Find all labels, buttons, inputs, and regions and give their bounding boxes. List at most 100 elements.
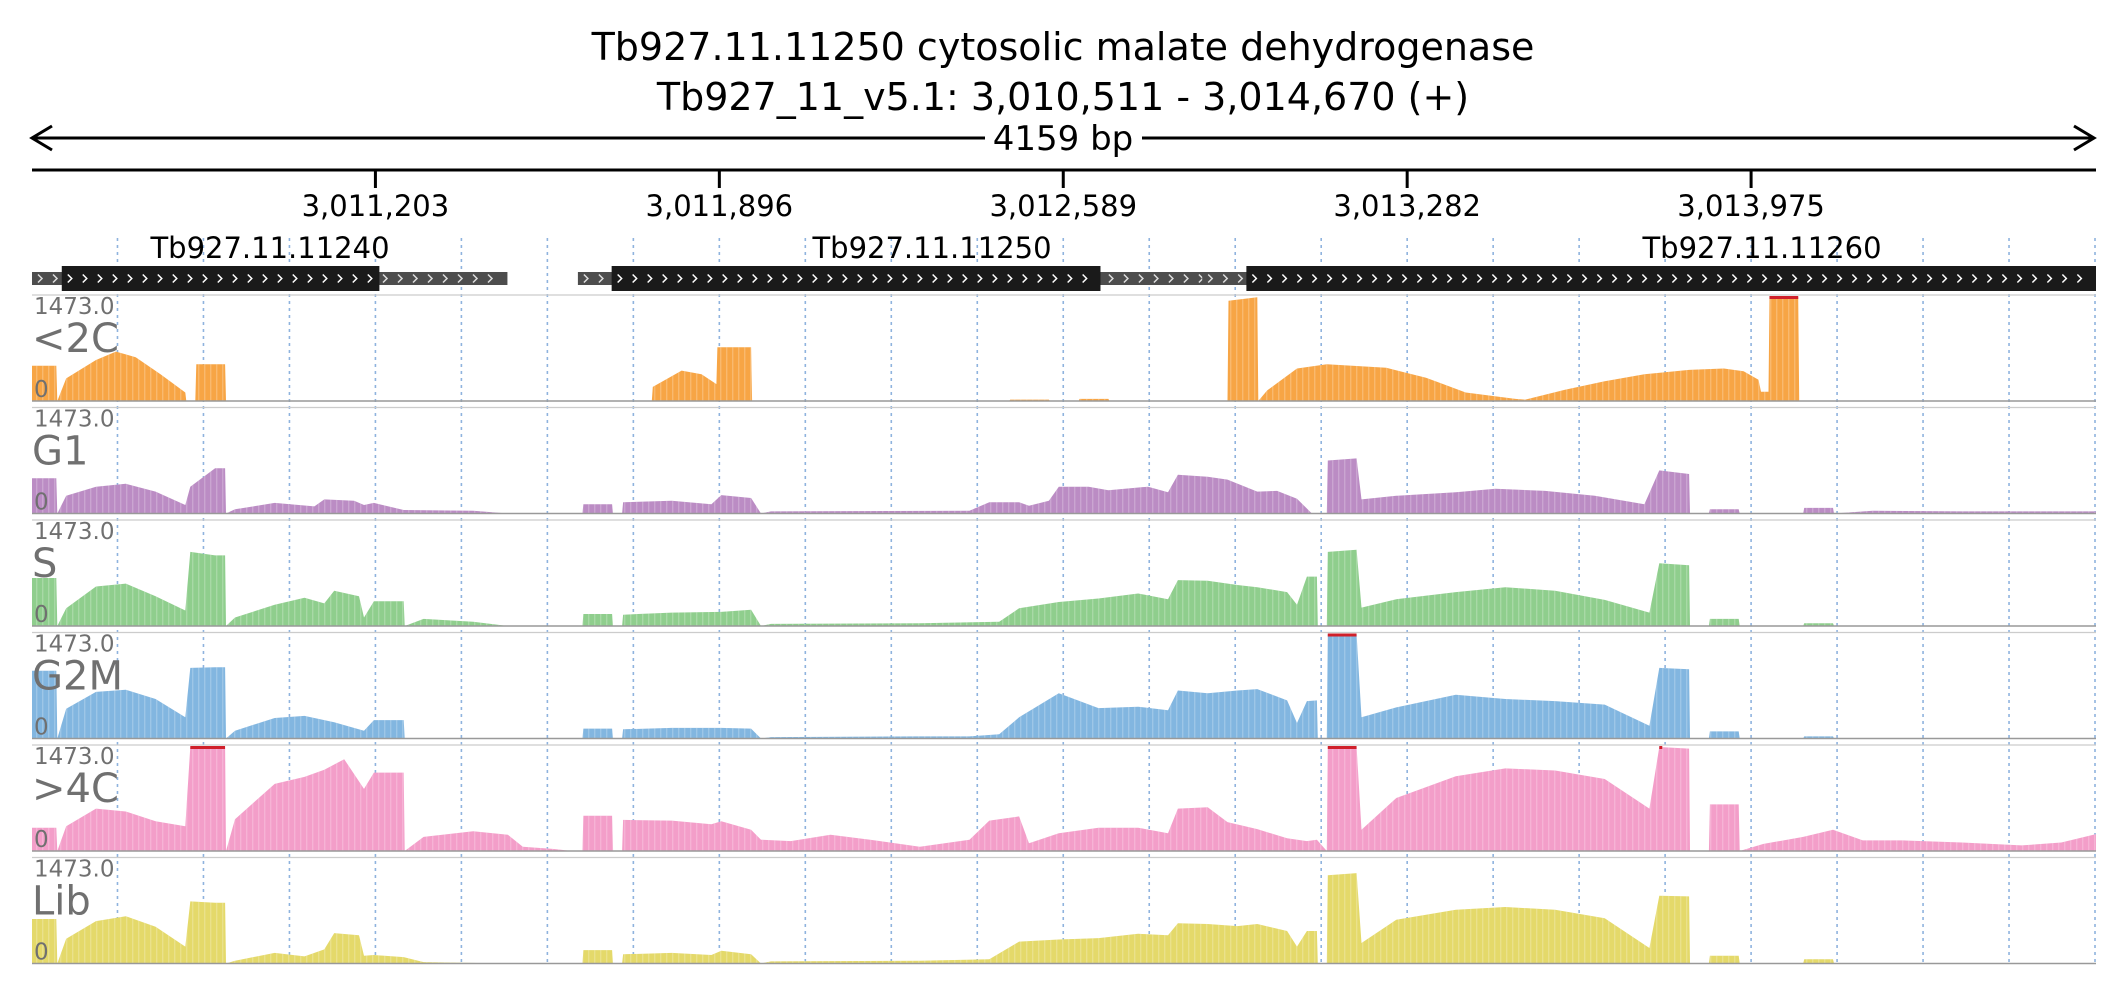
axis-tick-label-0: 3,011,203 [302, 189, 450, 223]
gene-cds-0-chevron-7 [172, 273, 178, 284]
gene-cds-1-chevron-3 [662, 273, 668, 284]
gene-cds-1-chevron-17 [872, 273, 878, 284]
gene-utr-0-chevron-27 [442, 273, 449, 284]
gene-utr-1-chevron-1 [598, 273, 604, 284]
gene-cds-1-chevron-20 [917, 273, 923, 284]
gene-cds-1-chevron-30 [1067, 273, 1073, 284]
gene-cds-2-chevron-53 [2046, 273, 2053, 284]
track-name-5: Lib [32, 879, 91, 925]
length-ruler: 4159 bp [29, 119, 2097, 159]
gene-cds-0-chevron-4 [127, 273, 133, 284]
gene-cds-1-chevron-29 [1052, 273, 1058, 284]
track-name-1: G1 [32, 429, 88, 475]
gene-utr-0-chevron-1 [52, 273, 59, 284]
gene-cds-bar-1 [611, 266, 1101, 291]
track-4: 1473.0>4C 0 [32, 744, 2096, 853]
gene-cds-0-chevron-8 [187, 273, 193, 284]
coverage-texture-3 [32, 634, 2096, 739]
track-name-0: <2C [32, 316, 119, 362]
gene-cds-0-chevron-10 [217, 273, 223, 284]
gene-cds-2-chevron-7 [1356, 273, 1363, 284]
gene-cds-2-chevron-40 [1851, 273, 1858, 284]
gene-cds-2-chevron-5 [1326, 273, 1333, 284]
gene-cds-1-chevron-28 [1037, 273, 1043, 284]
gene-cds-bar-2 [1246, 266, 2096, 291]
gene-cds-1-chevron-19 [902, 273, 908, 284]
gene-cds-0-chevron-6 [157, 273, 163, 284]
gene-cds-2-chevron-23 [1596, 273, 1603, 284]
gene-cds-2-chevron-33 [1746, 273, 1753, 284]
gene-utr-1-chevron-36 [1123, 273, 1129, 284]
gene-cds-0-chevron-20 [367, 273, 373, 284]
axis-tick-label-2: 3,012,589 [989, 189, 1137, 223]
gene-cds-2-chevron-22 [1581, 273, 1588, 284]
gene-cds-1-chevron-8 [737, 273, 743, 284]
gene-cds-0-chevron-19 [352, 273, 358, 284]
track-ymax-label-4: 1473.0 [34, 744, 114, 770]
gene-cds-2-chevron-50 [2001, 273, 2008, 284]
gene-cds-2-chevron-32 [1731, 273, 1738, 284]
track-ymin-label-3: 0 [34, 715, 49, 741]
gene-cds-0-chevron-9 [202, 273, 208, 284]
track-name-4: >4C [32, 766, 119, 812]
gene-cds-2-chevron-1 [1266, 273, 1273, 284]
gene-utr-1-chevron-35 [1108, 273, 1114, 284]
gene-cds-2-chevron-52 [2031, 273, 2038, 284]
coverage-texture-4 [32, 747, 2096, 851]
gene-cds-0-chevron-0 [67, 273, 73, 284]
gene-cds-1-chevron-22 [947, 273, 953, 284]
gene-cds-1-chevron-14 [827, 273, 833, 284]
track-ymin-label-2: 0 [34, 602, 49, 628]
gene-cds-1-chevron-31 [1082, 273, 1088, 284]
gene-label-0: Tb927.11.11240 [149, 231, 389, 265]
gene-cds-2-chevron-12 [1431, 273, 1438, 284]
gene-cds-1-chevron-9 [752, 273, 758, 284]
gene-cds-2-chevron-43 [1896, 273, 1903, 284]
gene-cds-2-chevron-28 [1671, 273, 1678, 284]
track-name-2: S [32, 541, 57, 587]
gene-cds-2-chevron-34 [1761, 273, 1768, 284]
coverage-texture-2 [32, 549, 2096, 626]
chart-subtitle: Tb927_11_v5.1: 3,010,511 - 3,014,670 (+) [656, 75, 1469, 119]
gene-utr-0-chevron-23 [382, 273, 389, 284]
clipped-peak-4-1 [1327, 746, 1357, 749]
gene-cds-2-chevron-35 [1776, 273, 1783, 284]
gene-cds-2-chevron-31 [1716, 273, 1723, 284]
gene-cds-1-chevron-7 [722, 273, 728, 284]
gene-cds-2-chevron-3 [1296, 273, 1303, 284]
gene-cds-1-chevron-11 [782, 273, 788, 284]
gene-cds-2-chevron-14 [1461, 273, 1468, 284]
track-0: 1473.0<2C 0 [32, 294, 2096, 403]
gene-cds-2-chevron-0 [1251, 273, 1258, 284]
track-ymax-label-3: 1473.0 [34, 632, 114, 658]
gene-utr-0-chevron-0 [37, 273, 44, 284]
gene-cds-0-chevron-16 [307, 273, 313, 284]
coverage-texture-1 [32, 458, 2096, 514]
axis-tick-label-3: 3,013,282 [1333, 189, 1481, 223]
gene-cds-1-chevron-10 [767, 273, 773, 284]
gene-cds-2-chevron-4 [1311, 273, 1318, 284]
clipped-peak-0-0 [1769, 296, 1799, 299]
gene-cds-2-chevron-25 [1626, 273, 1633, 284]
gene-cds-0-chevron-13 [262, 273, 268, 284]
gene-cds-2-chevron-9 [1386, 273, 1393, 284]
axis-tick-label-4: 3,013,975 [1677, 189, 1825, 223]
length-label: 4159 bp [993, 119, 1134, 159]
gene-cds-2-chevron-24 [1611, 273, 1618, 284]
gene-cds-2-chevron-41 [1866, 273, 1873, 284]
track-2: 1473.0S 0 [32, 519, 2096, 628]
gene-cds-1-chevron-26 [1007, 273, 1013, 284]
gene-cds-2-chevron-47 [1956, 273, 1963, 284]
gene-label-2: Tb927.11.11260 [1641, 231, 1881, 265]
gene-cds-2-chevron-49 [1986, 273, 1993, 284]
gene-cds-1-chevron-12 [797, 273, 803, 284]
gene-cds-2-chevron-15 [1476, 273, 1483, 284]
gene-cds-2-chevron-11 [1416, 273, 1423, 284]
gene-cds-2-chevron-45 [1926, 273, 1933, 284]
gene-utr-0-chevron-24 [397, 273, 404, 284]
gene-cds-2-chevron-48 [1971, 273, 1978, 284]
gene-cds-2-chevron-39 [1836, 273, 1843, 284]
gene-cds-1-chevron-0 [617, 273, 623, 284]
